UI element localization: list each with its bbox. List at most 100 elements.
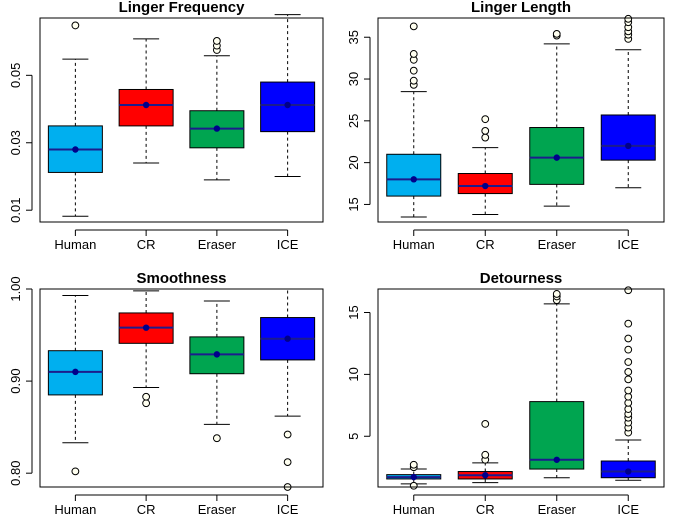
x-axis: Human CR Eraser ICE bbox=[393, 229, 639, 252]
y-axis: 0.01 0.03 0.05 bbox=[8, 63, 33, 223]
iqr-box bbox=[386, 153, 442, 197]
box-human bbox=[47, 21, 103, 217]
outlier-point bbox=[409, 50, 418, 58]
mean-point bbox=[553, 456, 560, 463]
x-tick-label-eraser: Eraser bbox=[198, 502, 237, 517]
outlier-point bbox=[409, 460, 418, 469]
outlier-point bbox=[624, 368, 633, 376]
outlier-point bbox=[624, 286, 633, 295]
box-ice bbox=[600, 286, 656, 481]
outlier-point bbox=[142, 392, 151, 401]
x-tick-label-ice: ICE bbox=[617, 502, 639, 517]
y-tick-label: 0.90 bbox=[8, 368, 23, 393]
panel-title: Smoothness bbox=[136, 270, 226, 287]
x-tick-label-human: Human bbox=[393, 502, 435, 517]
mean-point bbox=[72, 368, 79, 376]
box-eraser bbox=[529, 290, 585, 479]
y-tick-label: 15 bbox=[346, 197, 361, 211]
mean-point bbox=[482, 472, 489, 479]
box-eraser bbox=[529, 29, 585, 207]
outlier-point bbox=[624, 334, 633, 343]
iqr-box bbox=[600, 114, 656, 161]
outlier-point bbox=[624, 386, 633, 395]
mean-point bbox=[142, 101, 150, 109]
panel-linger-frequency: Linger Frequency 0.01 0.03 0.05 Human CR Erase… bbox=[8, 0, 324, 252]
panel-title: Linger Length bbox=[471, 0, 571, 16]
outlier-point bbox=[481, 133, 490, 142]
outlier-point bbox=[481, 126, 490, 135]
outlier-point bbox=[624, 358, 633, 366]
outlier-point bbox=[552, 290, 561, 298]
x-tick-label-eraser: Eraser bbox=[538, 237, 577, 252]
box-ice bbox=[260, 288, 316, 491]
outlier-point bbox=[624, 345, 633, 354]
y-tick-label: 0.01 bbox=[8, 198, 23, 223]
x-tick-label-ice: ICE bbox=[277, 502, 299, 517]
mean-point bbox=[72, 146, 79, 153]
outlier-point bbox=[409, 76, 418, 85]
y-tick-label: 5 bbox=[346, 433, 361, 440]
x-axis: Human CR Eraser ICE bbox=[54, 229, 299, 252]
mean-point bbox=[213, 351, 221, 358]
outlier-point bbox=[212, 434, 221, 443]
box-ice bbox=[260, 14, 316, 177]
box-cr bbox=[457, 115, 513, 215]
panel-title: Linger Frequency bbox=[119, 0, 246, 16]
y-tick-label: 30 bbox=[346, 72, 361, 86]
plot-frame bbox=[377, 288, 665, 488]
box-human bbox=[386, 22, 442, 218]
x-tick-label-eraser: Eraser bbox=[198, 237, 237, 252]
panel-detourness: Detourness 5 10 15 Human CR Eraser ICE bbox=[346, 270, 665, 517]
x-tick-label-human: Human bbox=[54, 237, 96, 252]
plot-frame bbox=[377, 17, 665, 223]
outlier-point bbox=[409, 66, 418, 75]
mean-point bbox=[213, 125, 221, 132]
mean-point bbox=[482, 182, 489, 190]
outlier-point bbox=[481, 115, 490, 124]
panel-title: Detourness bbox=[480, 270, 563, 287]
x-tick-label-ice: ICE bbox=[277, 237, 299, 252]
outlier-point bbox=[142, 399, 151, 408]
y-tick-label: 10 bbox=[346, 367, 361, 381]
mean-point bbox=[625, 142, 632, 150]
outlier-point bbox=[481, 450, 490, 459]
mean-point bbox=[553, 154, 560, 161]
y-tick-label: 35 bbox=[346, 30, 361, 44]
outlier-point bbox=[283, 430, 292, 439]
x-tick-label-cr: CR bbox=[476, 237, 495, 252]
box-ice bbox=[600, 14, 656, 189]
x-tick-label-cr: CR bbox=[137, 237, 156, 252]
outlier-point bbox=[409, 481, 418, 490]
mean-point bbox=[625, 468, 632, 475]
outlier-point bbox=[624, 14, 633, 23]
panel-smoothness: Smoothness 0.80 0.90 1.00 Human CR Eraser ICE bbox=[8, 270, 324, 517]
x-tick-label-cr: CR bbox=[137, 502, 156, 517]
plot-frame bbox=[39, 17, 324, 223]
outlier-point bbox=[71, 21, 80, 30]
x-axis: Human CR Eraser ICE bbox=[54, 494, 299, 517]
box-cr bbox=[118, 38, 174, 164]
y-axis: 0.80 0.90 1.00 bbox=[8, 276, 33, 486]
x-tick-label-ice: ICE bbox=[617, 237, 639, 252]
y-tick-label: 0.03 bbox=[8, 130, 23, 155]
outlier-point bbox=[624, 319, 633, 328]
mean-point bbox=[410, 473, 417, 481]
x-tick-label-cr: CR bbox=[476, 502, 495, 517]
y-tick-label: 1.00 bbox=[8, 276, 23, 301]
box-human bbox=[47, 294, 103, 476]
y-axis: 5 10 15 bbox=[346, 305, 371, 440]
outlier-point bbox=[481, 419, 490, 428]
y-tick-label: 20 bbox=[346, 155, 361, 169]
panel-linger-length: Linger Length 15 20 25 30 35 Human CR Eraser ICE bbox=[346, 0, 665, 252]
y-tick-label: 0.80 bbox=[8, 461, 23, 486]
outlier-point bbox=[409, 22, 418, 31]
x-axis: Human CR Eraser ICE bbox=[393, 494, 639, 517]
mean-point bbox=[284, 101, 291, 109]
outlier-point bbox=[212, 37, 221, 45]
box-cr bbox=[118, 290, 174, 408]
mean-point bbox=[142, 324, 150, 331]
mean-point bbox=[284, 335, 291, 342]
y-axis: 15 20 25 30 35 bbox=[346, 30, 371, 212]
box-eraser bbox=[189, 300, 245, 443]
